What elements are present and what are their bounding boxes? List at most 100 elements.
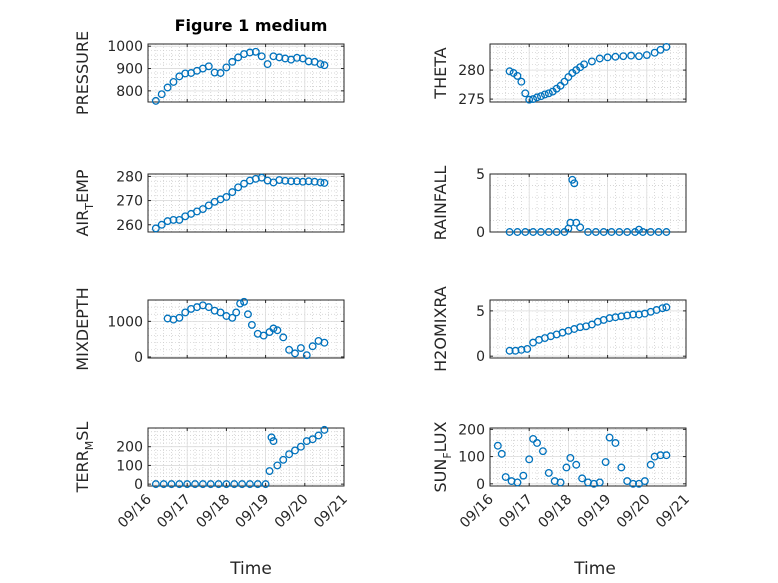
data-point	[521, 89, 530, 98]
data-point	[151, 224, 160, 233]
data-point	[308, 435, 317, 444]
axes-box	[147, 299, 345, 359]
data-point	[304, 177, 313, 186]
data-point	[505, 67, 514, 76]
data-point	[493, 441, 502, 450]
subplot-theta: 275 280 THETA	[431, 42, 687, 108]
y-axis-label-main: H2OMIXRA	[431, 286, 450, 372]
data-point	[240, 179, 248, 188]
data-point	[181, 308, 190, 317]
y-axis-label-main: AIR	[73, 210, 92, 237]
data-point	[497, 449, 506, 458]
data-point	[244, 310, 252, 319]
y-tick-label: 0	[134, 477, 143, 493]
data-point	[281, 176, 290, 185]
data-point	[291, 349, 299, 358]
data-point	[635, 52, 643, 61]
y-axis-label: PRESSURE	[73, 31, 92, 115]
y-tick-label: 280	[116, 169, 143, 185]
y-axis-label: RAINFALL	[431, 166, 450, 241]
y-tick-label: 200	[116, 440, 143, 456]
y-axis-label: THETA	[431, 47, 450, 99]
data-point	[580, 60, 589, 69]
data-point	[157, 220, 166, 229]
y-tick-label: 5	[476, 304, 485, 320]
y-tick-label: 0	[134, 350, 143, 366]
data-point	[238, 480, 247, 489]
data-point	[169, 215, 178, 224]
axes-box	[147, 43, 345, 103]
data-point	[232, 308, 241, 317]
data-point	[275, 176, 284, 184]
data-point	[320, 178, 329, 187]
data-point	[157, 90, 166, 99]
data-point	[578, 474, 587, 483]
y-axis-label-main: RAINFALL	[431, 166, 450, 241]
data-point	[298, 177, 307, 186]
data-point	[269, 324, 278, 333]
data-point	[619, 52, 628, 61]
data-point	[245, 480, 254, 489]
axes-box	[147, 427, 345, 487]
data-point	[222, 193, 231, 201]
data-point	[259, 331, 268, 340]
data-point	[316, 178, 325, 187]
data-point	[529, 228, 538, 236]
data-point	[181, 69, 190, 78]
data-point	[513, 71, 522, 80]
data-point	[601, 458, 610, 466]
data-point	[316, 60, 325, 69]
data-point	[304, 57, 313, 66]
data-point	[204, 201, 213, 210]
data-point	[314, 431, 323, 440]
data-point	[228, 188, 237, 197]
subplot-rainfall: 0 5 RAINFALL	[431, 166, 687, 241]
subplot-air-temp: 260 270 280 AIRTEMP	[73, 169, 345, 237]
data-point	[204, 303, 213, 312]
data-point	[222, 480, 231, 489]
data-point	[605, 433, 614, 442]
data-point	[214, 480, 223, 489]
data-point	[310, 177, 319, 186]
data-point	[163, 83, 172, 92]
y-axis-label-main: MIXDEPTH	[73, 287, 92, 370]
data-point	[623, 228, 632, 236]
y-tick-label: 200	[458, 422, 485, 438]
data-point	[175, 480, 184, 489]
y-axis-label-subscript: M	[83, 441, 96, 451]
data-point	[662, 42, 671, 51]
data-point	[210, 68, 219, 77]
data-point	[544, 89, 553, 98]
data-point	[570, 179, 579, 188]
data-point	[293, 177, 301, 186]
axes-box	[489, 43, 687, 103]
data-point	[631, 228, 639, 236]
data-point	[603, 53, 612, 62]
data-point	[222, 63, 231, 72]
subplot-h2omixra: 0 5 H2OMIXRA	[431, 286, 687, 372]
data-point	[627, 51, 636, 60]
data-point	[257, 52, 266, 61]
data-point	[247, 320, 256, 329]
y-axis-label-subscript: T	[83, 203, 96, 211]
data-point	[521, 228, 530, 236]
axes-box	[489, 173, 687, 233]
data-point	[638, 228, 647, 236]
data-point	[253, 480, 262, 489]
y-tick-label: 800	[116, 84, 143, 100]
data-point	[198, 480, 207, 489]
data-point	[267, 433, 276, 442]
data-point	[533, 93, 541, 102]
y-axis-label-tail: EMP	[73, 169, 92, 203]
y-tick-label: 275	[458, 92, 485, 108]
data-point	[234, 183, 243, 192]
data-point	[662, 228, 671, 236]
data-point	[611, 52, 620, 61]
data-point	[228, 57, 237, 66]
data-point	[523, 344, 532, 353]
y-tick-label: 1000	[107, 39, 143, 55]
data-point	[206, 480, 215, 489]
data-point	[234, 53, 243, 62]
data-point	[263, 60, 272, 69]
